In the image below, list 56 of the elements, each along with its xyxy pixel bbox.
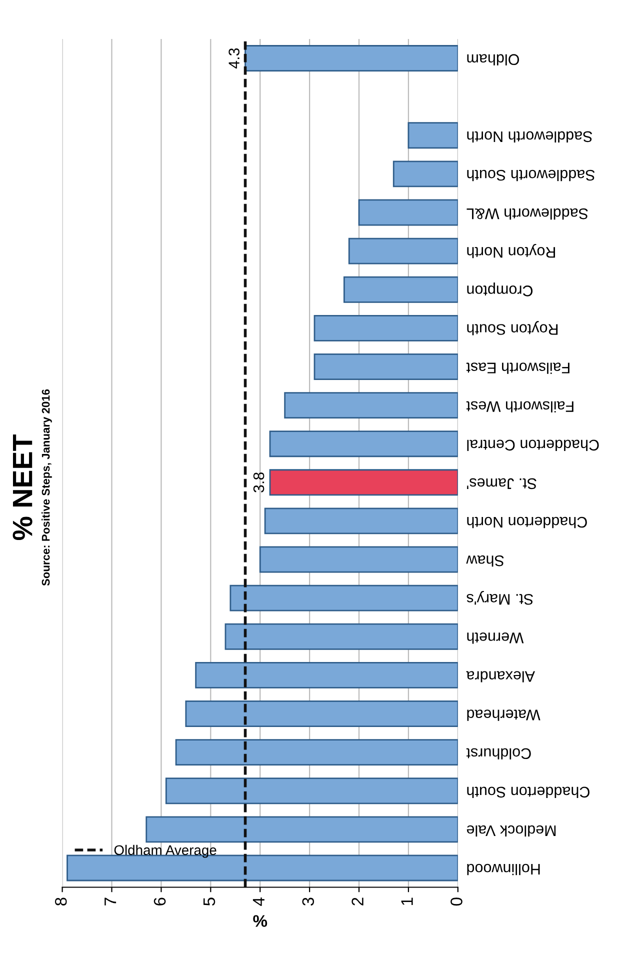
bar bbox=[358, 199, 458, 226]
x-axis-title: % bbox=[253, 915, 268, 927]
data-label: 4.3 bbox=[228, 48, 240, 69]
bar bbox=[230, 584, 458, 612]
x-tick-label: 0 bbox=[450, 898, 462, 906]
y-tick-label: Chadderton South bbox=[467, 786, 590, 798]
bar bbox=[264, 508, 458, 534]
y-tick-label: Failsworth East bbox=[466, 362, 570, 374]
y-tick-label: Shaw bbox=[466, 555, 504, 567]
x-tick-label: 3 bbox=[302, 898, 314, 906]
x-tick-label: 1 bbox=[401, 898, 413, 905]
y-tick-label: Royton South bbox=[467, 321, 558, 336]
x-tick-label: 5 bbox=[203, 898, 216, 906]
y-tick-label: Chadderton Central bbox=[467, 440, 599, 451]
y-tick-label: Failsworth West bbox=[466, 401, 574, 412]
bar bbox=[314, 314, 458, 342]
y-tick-label: Medlock Vale bbox=[466, 825, 556, 837]
y-tick-label: Royton North bbox=[467, 244, 555, 258]
x-tick-label: 6 bbox=[154, 898, 166, 906]
bar bbox=[165, 778, 458, 804]
y-tick-label: Crompton bbox=[467, 282, 533, 296]
x-tick-label: 4 bbox=[252, 897, 264, 906]
bar bbox=[224, 623, 458, 650]
y-tick-label: Saddleworth South bbox=[467, 170, 595, 182]
ref-line-label: Oldham Average bbox=[114, 844, 216, 858]
y-tick-label: Werneth bbox=[467, 632, 524, 644]
text: Source: Positive Steps, January 2016 bbox=[42, 389, 52, 586]
y-tick-label: Coldhurst bbox=[466, 748, 531, 760]
bar bbox=[244, 45, 458, 72]
data-label: 3.8 bbox=[253, 472, 264, 492]
bar bbox=[185, 700, 458, 727]
x-tick-label: 2 bbox=[352, 898, 364, 906]
bar bbox=[175, 739, 458, 766]
y-tick-label: Saddleworth W&L bbox=[466, 208, 588, 220]
y-tick-label: Saddleworth North bbox=[467, 131, 592, 143]
bar bbox=[408, 122, 458, 149]
y-tick-label: Waterhead bbox=[467, 710, 540, 721]
y-tick-label: Alexandra bbox=[466, 671, 535, 682]
bar bbox=[348, 238, 458, 264]
y-tick-label: St. James' bbox=[467, 478, 536, 490]
bar bbox=[195, 662, 458, 688]
y-tick-label: Hollinwood bbox=[467, 864, 540, 876]
bar bbox=[284, 392, 458, 419]
y-tick-label: St. Mary's bbox=[466, 590, 533, 605]
bar bbox=[314, 354, 458, 380]
bar bbox=[343, 276, 458, 303]
bar bbox=[259, 546, 458, 573]
y-tick-label: Chadderton North bbox=[467, 516, 587, 528]
bar bbox=[392, 160, 458, 188]
x-tick-label: 7 bbox=[104, 898, 116, 906]
text: % NEET bbox=[12, 434, 32, 540]
bar bbox=[269, 430, 458, 458]
bar bbox=[146, 816, 458, 843]
x-tick-label: 8 bbox=[54, 898, 67, 906]
y-tick-label: Oldham bbox=[467, 54, 520, 66]
bar bbox=[269, 469, 458, 496]
